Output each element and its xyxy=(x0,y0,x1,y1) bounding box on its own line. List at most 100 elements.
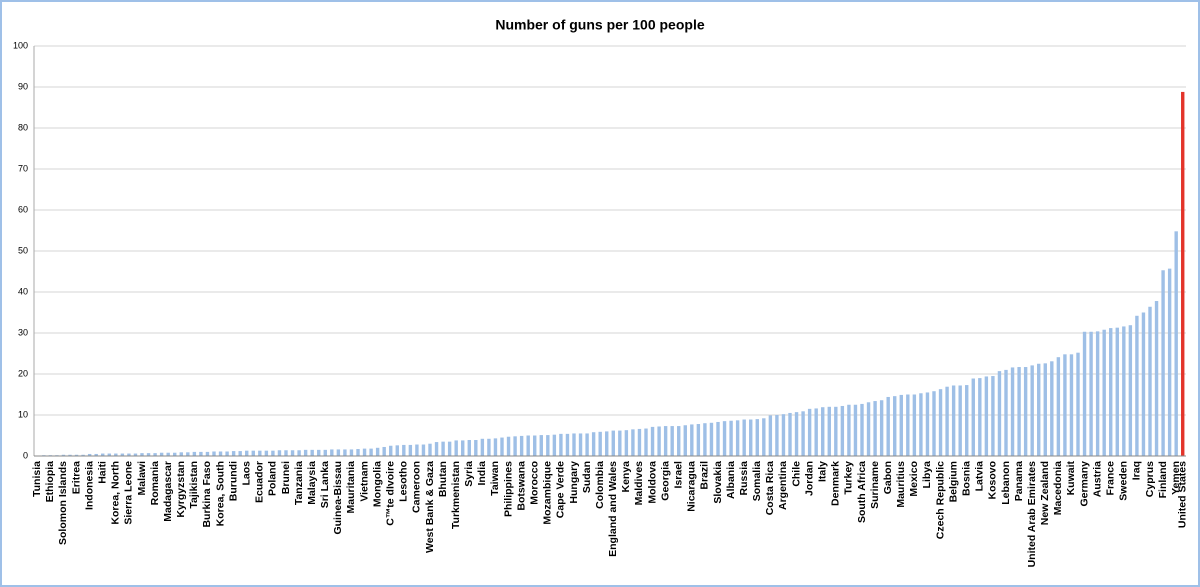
bar xyxy=(493,438,498,456)
x-tick-label: Eritrea xyxy=(70,461,82,494)
bar xyxy=(807,408,812,456)
bar xyxy=(906,394,910,456)
bar xyxy=(447,441,452,456)
bar xyxy=(114,453,118,456)
x-tick-label: Madagascar xyxy=(162,461,174,522)
bar xyxy=(1050,361,1054,456)
bar xyxy=(1076,352,1080,456)
bar xyxy=(526,435,530,456)
bar xyxy=(1128,325,1133,456)
bar xyxy=(546,435,550,456)
x-tick-label: Hungary xyxy=(568,461,580,504)
bar xyxy=(356,449,360,456)
bar xyxy=(225,451,229,456)
x-tick-label: Mauritius xyxy=(895,461,907,508)
bar xyxy=(290,450,295,456)
bar xyxy=(231,451,236,456)
bar xyxy=(238,451,242,456)
bar xyxy=(1030,365,1034,456)
x-tick-label: India xyxy=(476,461,488,486)
bar xyxy=(1135,315,1139,456)
bar xyxy=(1043,363,1047,456)
bar xyxy=(218,451,223,456)
x-tick-label: Malawi xyxy=(136,461,148,496)
x-tick-label: Burkina Faso xyxy=(201,461,213,528)
bar xyxy=(369,448,373,456)
bar xyxy=(611,430,615,456)
x-tick-label: Tunisia xyxy=(31,461,43,497)
bar xyxy=(847,404,851,456)
bar xyxy=(965,385,969,456)
x-tick-label: New Zealand xyxy=(1039,461,1051,525)
bar xyxy=(199,451,203,456)
x-tick-label: C™te dIvoire xyxy=(385,461,397,526)
bar xyxy=(1109,328,1113,456)
bar xyxy=(487,438,491,456)
bar xyxy=(389,445,393,456)
bar xyxy=(709,422,714,456)
bar xyxy=(513,436,517,456)
bar xyxy=(958,385,962,456)
bar xyxy=(336,449,341,456)
bar xyxy=(258,450,262,456)
x-tick-label: Korea, North xyxy=(110,461,122,525)
x-tick-label: Mauritania xyxy=(345,461,357,514)
x-tick-label: Denmark xyxy=(830,461,842,506)
bar xyxy=(984,376,989,456)
bar xyxy=(461,440,465,456)
bar xyxy=(402,444,406,456)
x-tick-label: Georgia xyxy=(659,461,671,501)
bar xyxy=(821,407,825,456)
bar xyxy=(729,420,733,456)
bar xyxy=(1102,329,1106,456)
bar xyxy=(945,386,949,456)
bar xyxy=(1037,363,1041,456)
bar xyxy=(68,454,72,456)
bar xyxy=(251,450,255,456)
x-tick-label: United Arab Emirates xyxy=(1026,461,1038,568)
bar xyxy=(677,426,681,456)
bar xyxy=(840,405,845,456)
x-tick-label: Kyrgyzstan xyxy=(175,461,187,518)
bar xyxy=(735,420,740,456)
bar xyxy=(467,440,471,456)
bar xyxy=(650,426,655,456)
bar xyxy=(362,448,367,456)
x-tick-label: Kosovo xyxy=(987,461,999,500)
bar xyxy=(618,430,622,456)
bar xyxy=(788,412,792,456)
bar xyxy=(572,433,576,456)
x-tick-label: Cyprus xyxy=(1144,461,1156,497)
bar xyxy=(919,393,923,456)
x-tick-label: France xyxy=(1105,461,1117,496)
x-tick-label: Slovakia xyxy=(712,461,724,504)
x-tick-label: Morocco xyxy=(529,461,541,505)
x-tick-label: Brazil xyxy=(699,461,711,490)
x-tick-label: Bosnia xyxy=(961,461,973,496)
x-tick-label: South Africa xyxy=(856,461,868,523)
bar xyxy=(428,443,432,456)
bar xyxy=(912,394,917,456)
bar xyxy=(310,449,314,456)
y-tick-label: 90 xyxy=(18,81,28,91)
bar xyxy=(1115,327,1119,456)
bar xyxy=(421,444,426,456)
bar xyxy=(1010,367,1015,456)
bar xyxy=(506,436,511,456)
bar xyxy=(480,438,485,456)
x-tick-label: Turkmenistan xyxy=(450,461,462,529)
bar xyxy=(330,449,334,456)
bar xyxy=(683,425,687,456)
x-tick-label: United States xyxy=(1177,461,1189,528)
bar xyxy=(303,449,308,456)
x-tick-label: Albania xyxy=(725,461,737,499)
bar xyxy=(277,450,282,456)
y-tick-label: 70 xyxy=(18,163,28,173)
x-tick-label: Turkey xyxy=(843,461,855,495)
bar xyxy=(382,446,386,456)
bar xyxy=(749,419,753,456)
bar xyxy=(454,440,458,456)
bar xyxy=(415,444,419,456)
x-tick-label: Botswana xyxy=(515,461,527,511)
bar xyxy=(565,433,570,456)
